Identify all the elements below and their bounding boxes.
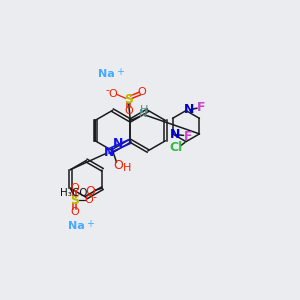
Text: -: -	[105, 85, 109, 95]
Text: N: N	[139, 109, 147, 118]
Text: +: +	[86, 219, 94, 229]
Text: O: O	[70, 183, 79, 193]
Text: H₃CO: H₃CO	[60, 188, 87, 198]
Text: -: -	[92, 192, 97, 202]
Text: H: H	[140, 105, 148, 115]
Text: O: O	[108, 88, 117, 99]
Text: O: O	[138, 87, 147, 97]
Text: O: O	[85, 185, 95, 198]
Text: N: N	[170, 128, 181, 141]
Text: +: +	[116, 67, 124, 77]
Text: Na: Na	[68, 220, 85, 230]
Text: N: N	[112, 136, 123, 150]
Text: S: S	[70, 194, 79, 207]
Text: Cl: Cl	[169, 141, 182, 154]
Text: O: O	[85, 195, 94, 205]
Text: F: F	[184, 130, 192, 143]
Text: O: O	[113, 159, 123, 172]
Text: Na: Na	[98, 69, 115, 79]
Text: O: O	[124, 106, 133, 116]
Text: H: H	[123, 163, 131, 172]
Text: S: S	[124, 93, 133, 106]
Text: F: F	[197, 100, 206, 113]
Text: N: N	[184, 103, 194, 116]
Text: O: O	[70, 207, 79, 217]
Text: N: N	[103, 146, 114, 159]
